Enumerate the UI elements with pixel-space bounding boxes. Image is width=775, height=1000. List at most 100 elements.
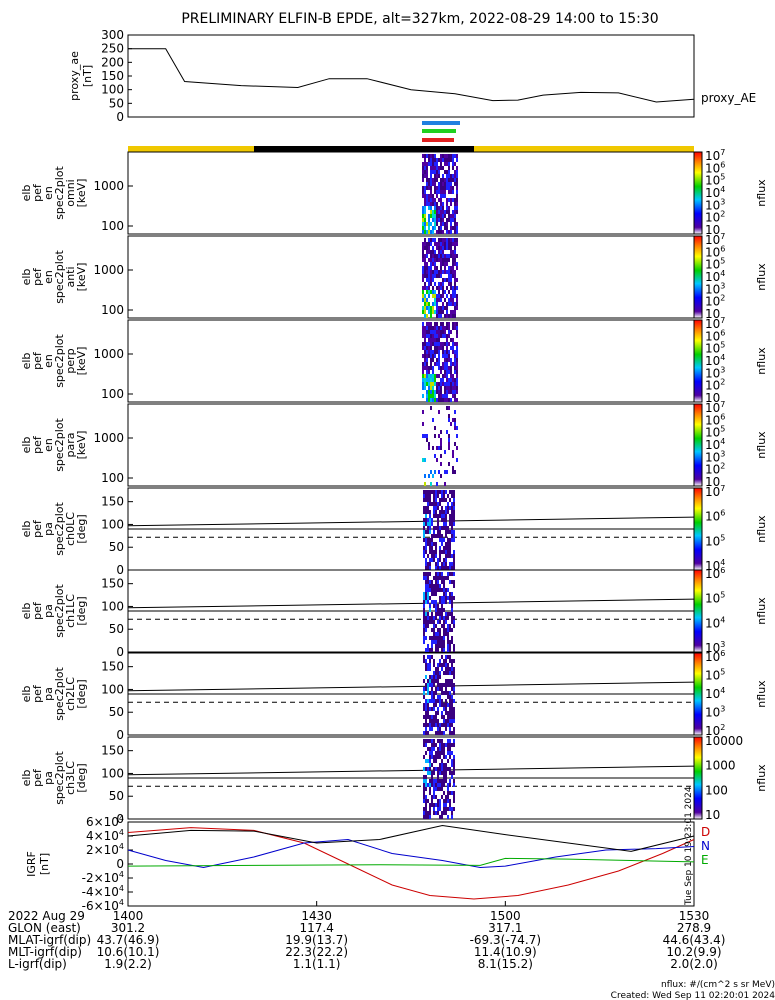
spectrogram-cell (444, 254, 446, 258)
spectrogram-cell (436, 258, 438, 262)
orbit-row-label: 2022 Aug 29 (8, 909, 85, 923)
pitch-angle-cell (449, 695, 451, 699)
orbit-row-value: 317.1 (488, 921, 522, 935)
pitch-angle-cell (427, 723, 429, 727)
panel-ylabel-line: pa (42, 604, 55, 618)
pitch-angle-cell (443, 522, 445, 526)
pitch-angle-cell (427, 691, 429, 695)
spectrogram-cell (436, 170, 438, 174)
spectrogram-cell (448, 462, 450, 466)
spectrogram-cell (444, 290, 446, 294)
spectrogram-cell (440, 262, 442, 266)
pitch-angle-cell (435, 562, 437, 566)
panel-ylabel-line: pef (31, 601, 44, 620)
energy-ytick-label: 1000 (93, 431, 124, 445)
spectrogram-cell (444, 278, 446, 282)
pitch-angle-cell (449, 711, 451, 715)
pitch-angle-cell (425, 612, 427, 616)
pitch-angle-cell (423, 596, 425, 600)
panel-ylabel-line: anti (64, 266, 77, 287)
pitch-angle-cell (453, 644, 455, 648)
colorbar-tick-label: 105 (705, 591, 725, 606)
pitch-angle-cell (449, 799, 451, 803)
spectrogram-cell (426, 198, 428, 202)
pitch-angle-cell (423, 723, 425, 727)
spectrogram-cell (436, 390, 438, 394)
pitch-angle-cell (443, 538, 445, 542)
spectrogram-cell (452, 158, 454, 162)
pitch-angle-cell (427, 648, 429, 652)
pitch-angle-ytick-label: 150 (101, 660, 124, 674)
pitch-angle-cell (429, 580, 431, 584)
spectrogram-cell (430, 238, 432, 242)
spectrogram-cell (424, 350, 426, 354)
orbit-row-value: 10.6(10.1) (97, 945, 160, 959)
pitch-angle-cell (427, 510, 429, 514)
pitch-angle-cell (435, 715, 437, 719)
pitch-angle-cell (447, 494, 449, 498)
spectrogram-cell (436, 218, 438, 222)
spectrogram-cell (454, 262, 456, 266)
spectrogram-cell (430, 222, 432, 226)
spectrogram-cell (456, 370, 458, 374)
spectrogram-cell (430, 290, 432, 294)
spectrogram-cell (428, 378, 430, 382)
pitch-angle-cell (451, 612, 453, 616)
pitch-angle-cell (447, 719, 449, 723)
spectrogram-cell (424, 330, 426, 334)
pitch-angle-cell (441, 703, 443, 707)
panel-ylabel-line: pef (31, 267, 44, 286)
energy-ytick-label: 100 (101, 219, 124, 233)
pitch-angle-cell (425, 522, 427, 526)
orbit-row-label: GLON (east) (8, 921, 81, 935)
spectrogram-cell (448, 162, 450, 166)
spectrogram-cell (432, 246, 434, 250)
pitch-angle-cell (441, 655, 443, 659)
pitch-angle-cell (425, 815, 427, 819)
colorbar-tick-label: 107 (705, 484, 725, 499)
spectrogram-cell (434, 238, 436, 242)
spectrogram-cell (440, 254, 442, 258)
spectrogram-cell (436, 314, 438, 318)
pitch-angle-cell (433, 795, 435, 799)
pitch-angle-cell (451, 596, 453, 600)
pitch-angle-cell (445, 558, 447, 562)
pitch-angle-cell (425, 600, 427, 604)
pitch-angle-cell (437, 723, 439, 727)
colorbar (693, 319, 703, 403)
spectrogram-cell (426, 222, 428, 226)
spectrogram-cell (442, 310, 444, 314)
spectrogram-cell (430, 270, 432, 274)
pitch-angle-cell (451, 554, 453, 558)
pitch-angle-cell (453, 534, 455, 538)
spectrogram-cell (428, 306, 430, 310)
spectrogram-cell (448, 178, 450, 182)
spectrogram-cell (432, 294, 434, 298)
pitch-angle-cell (423, 600, 425, 604)
pitch-angle-cell (453, 498, 455, 502)
spectrogram-cell (428, 214, 430, 218)
pitch-angle-cell (453, 648, 455, 652)
pitch-angle-cell (435, 636, 437, 640)
pitch-angle-cell (427, 494, 429, 498)
spectrogram-cell (430, 366, 432, 370)
pitch-angle-cell (425, 811, 427, 815)
pitch-angle-cell (433, 490, 435, 494)
spectrogram-cell (452, 314, 454, 318)
pitch-angle-cell (435, 526, 437, 530)
spectrogram-cell (442, 306, 444, 310)
spectrogram-cell (446, 470, 448, 474)
pitch-angle-cell (447, 546, 449, 550)
pitch-angle-cell (425, 576, 427, 580)
pitch-angle-cell (433, 632, 435, 636)
spectrogram-cell (426, 194, 428, 198)
pitch-angle-cell (441, 687, 443, 691)
colorbar-tick-label: 107 (705, 400, 725, 415)
pitch-angle-cell (433, 588, 435, 592)
pitch-angle-cell (445, 566, 447, 570)
spectrogram-cell (436, 362, 438, 366)
pitch-angle-cell (427, 572, 429, 576)
spectrogram-cell (422, 174, 424, 178)
panel-ylabel-line: perp (64, 348, 77, 373)
